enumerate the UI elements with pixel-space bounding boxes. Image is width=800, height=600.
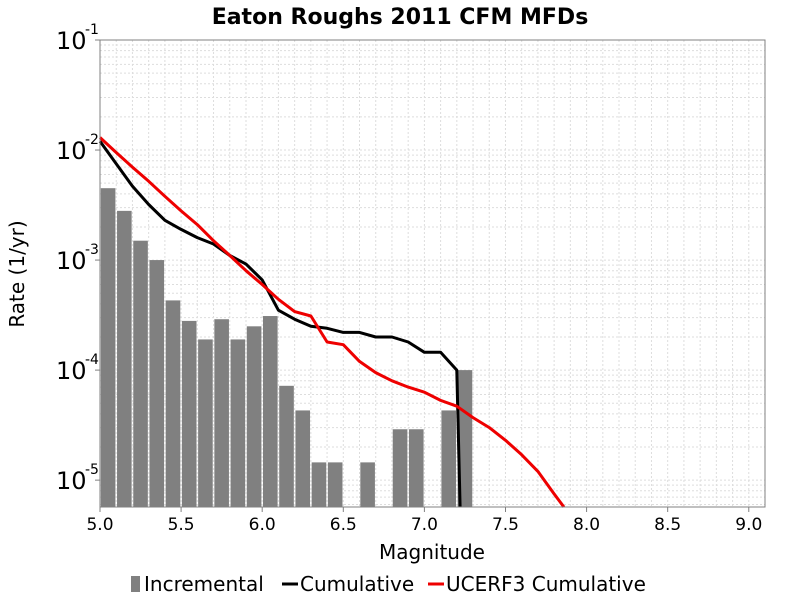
cumulative-lines	[98, 136, 566, 508]
legend-label-incremental: Incremental	[144, 572, 264, 596]
x-tick-label: 6.0	[249, 515, 276, 535]
x-axis-ticks: 5.0 5.5 6.0 6.5 7.0 7.5 8.0 8.5 9.0	[86, 507, 762, 535]
x-tick-label: 7.5	[492, 515, 519, 535]
legend-label-ucerf3: UCERF3 Cumulative	[446, 572, 646, 596]
y-tick-label: 10	[56, 467, 87, 495]
legend: Incremental Cumulative UCERF3 Cumulative	[131, 572, 646, 596]
incremental-bar	[295, 410, 311, 507]
incremental-bar	[311, 462, 327, 507]
y-tick-label: 10	[56, 137, 87, 165]
chart-title: Eaton Roughs 2011 CFM MFDs	[212, 5, 589, 30]
incremental-bar	[165, 300, 181, 507]
incremental-bars	[100, 188, 473, 507]
x-tick-label: 5.0	[86, 515, 113, 535]
incremental-bar	[441, 410, 457, 507]
legend-label-cumulative: Cumulative	[300, 572, 414, 596]
incremental-bar	[181, 320, 197, 507]
x-axis-label: Magnitude	[379, 540, 485, 564]
incremental-bar	[263, 316, 278, 507]
cumulative-line	[98, 140, 462, 508]
x-tick-label: 9.0	[735, 515, 762, 535]
incremental-bar	[327, 462, 343, 507]
y-tick-exponent: -3	[85, 242, 99, 258]
x-tick-label: 6.5	[330, 515, 357, 535]
y-tick-exponent: -1	[85, 22, 99, 38]
y-axis-ticks: 10-110-210-310-410-5	[56, 22, 100, 495]
incremental-bar	[408, 429, 424, 507]
y-tick-exponent: -2	[85, 132, 99, 148]
x-tick-label: 7.0	[411, 515, 438, 535]
x-tick-label: 8.5	[654, 515, 681, 535]
incremental-bar	[214, 319, 229, 507]
y-tick-exponent: -4	[85, 352, 99, 368]
incremental-bar	[279, 385, 294, 507]
incremental-bar	[246, 326, 262, 507]
y-axis-label: Rate (1/yr)	[5, 220, 29, 327]
incremental-bar	[457, 370, 473, 507]
y-tick-label: 10	[56, 357, 87, 385]
x-tick-label: 5.5	[168, 515, 195, 535]
legend-swatch-incremental	[131, 576, 140, 592]
incremental-bar	[230, 339, 246, 507]
incremental-bar	[392, 429, 408, 507]
incremental-bar	[360, 462, 375, 507]
incremental-bar	[100, 188, 116, 507]
incremental-bar	[117, 210, 132, 507]
ucerf3-cumulative-line	[98, 136, 566, 508]
incremental-bar	[198, 339, 213, 507]
plot-frame	[99, 39, 766, 508]
incremental-bar	[149, 260, 165, 507]
x-tick-label: 8.0	[573, 515, 600, 535]
incremental-bar	[133, 240, 148, 507]
y-tick-label: 10	[56, 247, 87, 275]
y-tick-label: 10	[56, 27, 87, 55]
y-tick-exponent: -5	[85, 462, 99, 478]
